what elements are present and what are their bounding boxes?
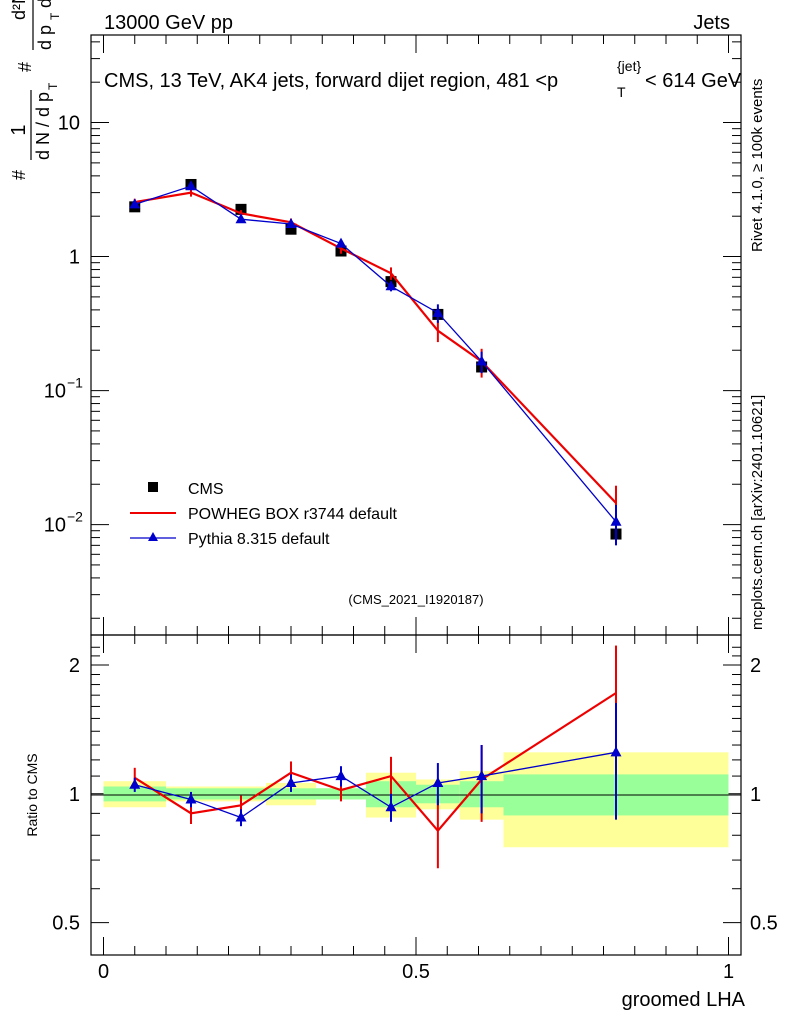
pythia-data-point (476, 355, 488, 366)
pythia-data-point (129, 198, 141, 209)
svg-text:d²N: d²N (9, 0, 29, 20)
rivet-version: Rivet 4.1.0, ≥ 100k events (749, 79, 766, 252)
ratio-band-inner (216, 788, 266, 800)
mcplots-source: mcplots.cern.ch [arXiv:2401.10621] (749, 395, 766, 630)
legend-pythia-marker (148, 532, 158, 541)
svg-text:#: # (15, 62, 35, 72)
ratio-pythia-data-point (129, 778, 141, 789)
main-y-tick-label: 1 (69, 247, 80, 269)
title-sub: T (617, 84, 626, 100)
legend-powheg: POWHEG BOX r3744 default (188, 506, 398, 523)
ratio-y-tick-label-left: 1 (69, 784, 80, 806)
x-tick-label: 0.5 (402, 961, 430, 983)
ratio-y-tick-label-left: 0.5 (52, 913, 80, 935)
header-right: Jets (693, 12, 730, 34)
ratio-y-tick-label-right: 2 (750, 655, 761, 677)
ratio-pythia-data-point (432, 776, 444, 787)
header-left: 13000 GeV pp (104, 12, 233, 34)
ratio-pythia-data-point (610, 746, 622, 757)
pythia-data-point (285, 217, 297, 228)
powheg-line (134, 191, 617, 504)
ratio-pythia-data-point (185, 793, 197, 804)
x-tick-label: 0 (98, 961, 109, 983)
ratio-y-tick-label-left: 2 (69, 655, 80, 677)
legend-pythia: Pythia 8.315 default (188, 531, 330, 548)
ratio-powheg-line (134, 692, 617, 833)
ratio-y-tick-label-right: 1 (750, 784, 761, 806)
ratio-band-inner (103, 786, 166, 802)
main-y-axis-label: # 1 d N / d p T # d²N d p T d λ (8, 0, 62, 180)
ratio-pythia-data-point (235, 811, 247, 822)
main-y-tick-label: 10 (58, 113, 80, 135)
pythia-data-point (385, 280, 397, 291)
pythia-line (134, 185, 617, 523)
svg-text:1: 1 (8, 124, 30, 135)
cms-data-point (285, 223, 297, 235)
title-main: CMS, 13 TeV, AK4 jets, forward dijet reg… (104, 70, 558, 92)
ratio-band-inner (266, 788, 316, 800)
plot-title: CMS, 13 TeV, AK4 jets, forward dijet reg… (104, 58, 742, 100)
legend: CMS POWHEG BOX r3744 default Pythia 8.31… (130, 481, 398, 548)
cms-data-point (235, 203, 247, 215)
legend-cms: CMS (188, 481, 224, 498)
svg-text:T: T (46, 82, 60, 90)
ratio-y-axis-label: Ratio to CMS (24, 753, 40, 836)
pythia-data-point (610, 515, 622, 526)
ratio-pythia-data-point (385, 801, 397, 812)
main-y-tick-label: 10 (44, 381, 66, 403)
main-y-tick-label: 10 (44, 515, 66, 537)
pythia-data-point (335, 237, 347, 248)
main-y-tick-exponent: −2 (67, 509, 83, 525)
title-sup: {jet} (617, 58, 641, 74)
svg-text:T: T (48, 12, 62, 20)
analysis-id: (CMS_2021_I1920187) (348, 592, 483, 607)
main-y-tick-exponent: −1 (67, 375, 83, 391)
pythia-data-point (235, 213, 247, 224)
svg-text:#: # (9, 170, 29, 180)
ratio-y-tick-label-right: 0.5 (750, 913, 778, 935)
x-tick-label: 1 (723, 961, 734, 983)
svg-text:d p: d p (35, 25, 55, 50)
ratio-pythia-data-point (335, 770, 347, 781)
x-axis-label: groomed LHA (622, 989, 746, 1011)
ratio-pythia-data-point (476, 770, 488, 781)
title-end: < 614 GeV (645, 70, 742, 92)
svg-text:d N / d p: d N / d p (33, 92, 53, 160)
legend-cms-marker (148, 482, 158, 492)
svg-text:d λ: d λ (35, 0, 55, 8)
ratio-bands (103, 752, 729, 848)
pythia-data-point (432, 306, 444, 317)
series (129, 178, 622, 869)
ratio-pythia-data-point (285, 776, 297, 787)
pythia-data-point (185, 180, 197, 191)
